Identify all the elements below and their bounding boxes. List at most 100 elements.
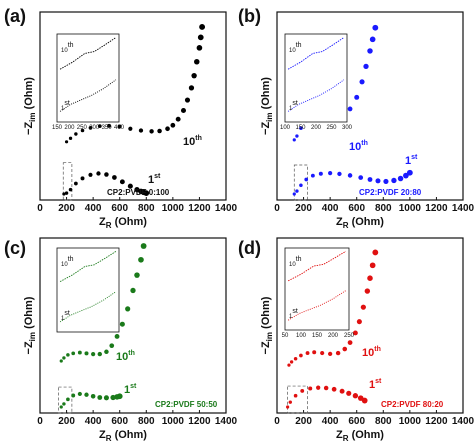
data-point — [287, 363, 291, 367]
x-tick-label: 200 — [295, 203, 312, 214]
x-tick-label: 600 — [111, 416, 128, 427]
data-point — [300, 388, 305, 393]
data-point — [346, 390, 352, 396]
data-point — [66, 397, 70, 402]
inset-label-10th: 10th — [61, 256, 74, 268]
data-point — [295, 134, 299, 138]
data-point — [305, 351, 310, 355]
series-label-1st: 1st — [405, 154, 418, 167]
inset-tick-label: 200 — [328, 333, 339, 339]
data-point — [80, 176, 85, 181]
data-point — [117, 124, 122, 129]
y-axis-label: −Zim (Ohm) — [23, 77, 37, 135]
composition-label: CP2:PVDF 20:80 — [359, 188, 422, 197]
data-point — [127, 183, 133, 189]
data-point — [328, 171, 333, 176]
data-point — [138, 256, 144, 263]
data-point — [292, 138, 296, 142]
data-point — [119, 321, 125, 327]
data-point — [80, 128, 85, 133]
x-tick-label: 600 — [348, 203, 365, 214]
x-tick-label: 1200 — [425, 416, 448, 427]
data-point — [359, 79, 365, 85]
series-1st — [286, 385, 368, 409]
data-point — [97, 124, 102, 129]
inset-label-10th: 10th — [289, 42, 302, 54]
chart-panel-4: (d) 0 200 400 600 800 1000 1200 1400 ZR (Ohm) −Zim… — [238, 237, 474, 443]
x-tick-label: 1000 — [399, 416, 422, 427]
data-point — [295, 189, 299, 193]
data-point — [112, 175, 117, 180]
x-tick-label: 1400 — [452, 203, 474, 214]
inset-frame — [56, 33, 120, 123]
composition-label: CP2:PVDF 80:20 — [381, 400, 444, 409]
data-point — [312, 350, 317, 355]
series-10th — [59, 243, 147, 363]
data-point — [364, 288, 371, 294]
data-point — [84, 392, 89, 397]
data-point — [97, 351, 102, 357]
data-point — [64, 191, 69, 195]
data-point — [347, 173, 353, 178]
data-point — [372, 249, 379, 256]
inset-tick-label: 200 — [64, 125, 75, 131]
x-tick-label: 1000 — [399, 203, 422, 214]
x-axis-label: ZR (Ohm) — [336, 429, 384, 443]
data-point — [119, 179, 125, 185]
data-point — [352, 393, 359, 399]
data-point — [64, 140, 69, 144]
data-point — [165, 126, 170, 132]
series-1st — [62, 171, 150, 197]
data-point — [59, 359, 63, 363]
data-point — [116, 393, 123, 400]
data-point — [73, 181, 78, 186]
x-tick-label: 0 — [37, 203, 43, 214]
series-10th — [64, 24, 206, 144]
zoom-region-box — [293, 164, 308, 201]
series-10th — [287, 249, 379, 367]
data-point — [360, 304, 366, 310]
data-point — [62, 402, 66, 406]
x-tick-label: 1200 — [188, 416, 211, 427]
data-point — [339, 388, 345, 394]
x-axis-label: ZR (Ohm) — [99, 429, 147, 443]
data-point — [68, 136, 73, 140]
data-point — [107, 123, 112, 128]
data-point — [188, 85, 195, 91]
data-point — [288, 400, 292, 404]
x-tick-label: 1000 — [162, 416, 185, 427]
data-point — [358, 175, 364, 180]
data-point — [316, 385, 321, 390]
data-point — [88, 172, 93, 177]
data-point — [59, 405, 63, 409]
series-label-10th: 10th — [362, 346, 381, 359]
data-point — [149, 129, 154, 134]
data-point — [308, 386, 313, 391]
data-point — [354, 94, 360, 100]
x-tick-label: 200 — [295, 416, 312, 427]
inset-curve-10th — [59, 251, 117, 282]
zoom-region-box — [287, 385, 308, 414]
series-label-10th: 10th — [349, 140, 368, 153]
x-tick-label: 800 — [138, 416, 155, 427]
data-point — [138, 128, 144, 133]
inset-frame — [284, 247, 350, 331]
data-point — [299, 126, 303, 131]
data-point — [372, 24, 379, 31]
data-point — [175, 116, 181, 122]
data-point — [104, 349, 109, 355]
x-tick-label: 1400 — [215, 416, 238, 427]
zoom-region-box — [62, 162, 73, 201]
inset-plot: 10th 1st — [56, 247, 120, 333]
data-point — [68, 187, 73, 192]
x-tick-label: 400 — [85, 203, 102, 214]
series-label-10th: 10th — [116, 350, 135, 363]
data-point — [289, 360, 294, 364]
inset-tick-label: 250 — [326, 125, 337, 131]
data-point — [375, 178, 381, 184]
composition-label: CP2:PVDF 50:50 — [155, 400, 218, 409]
data-point — [197, 34, 204, 41]
inset-label-1st: 1st — [289, 308, 298, 320]
inset-label-1st: 1st — [61, 100, 70, 112]
